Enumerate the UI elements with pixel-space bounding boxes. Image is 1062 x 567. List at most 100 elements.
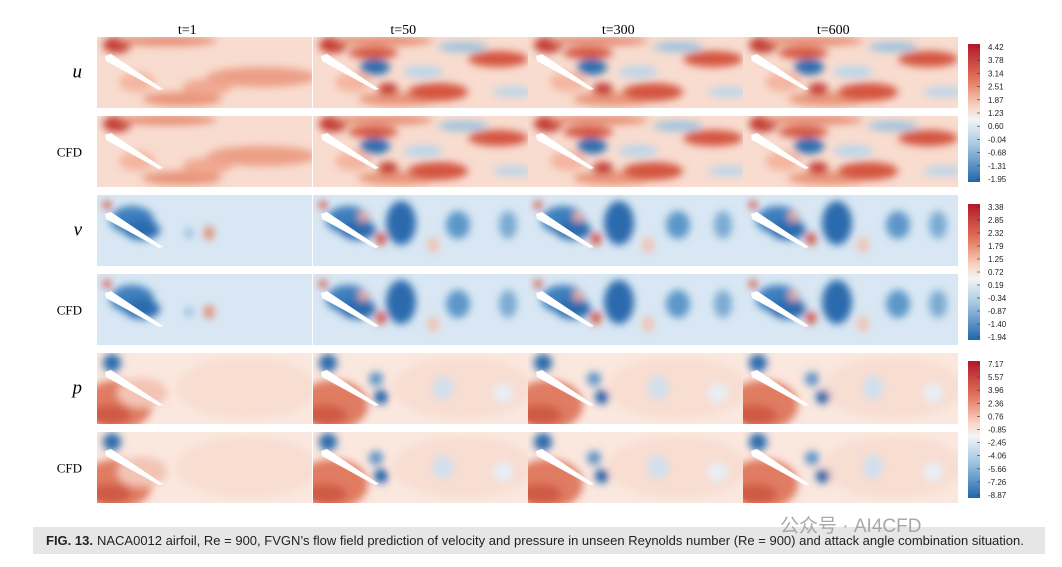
contour-blob (319, 201, 327, 209)
colorbar-tick-label: 0.60 (988, 122, 1004, 131)
contour-blob (749, 280, 757, 288)
contour-blob (708, 166, 743, 176)
contour-blob (923, 166, 958, 176)
contour-blob (403, 66, 443, 78)
contour-blob (378, 162, 398, 174)
colorbar-tick-label: 2.32 (988, 229, 1004, 238)
contour-blob (573, 212, 583, 222)
contour-blob (97, 405, 131, 424)
contour-blob (591, 233, 601, 245)
contour-blobs (749, 37, 958, 106)
contour-blob (124, 299, 160, 319)
flow-field-panel (97, 37, 312, 108)
contour-blob (749, 201, 757, 209)
contour-blob (393, 437, 528, 497)
colorbar-tick-label: -0.87 (988, 307, 1007, 316)
flow-field-panel (313, 432, 528, 503)
contour-blob (823, 358, 958, 418)
airfoil (105, 291, 163, 327)
contour-blob (765, 151, 801, 171)
contour-blob (591, 312, 601, 324)
contour-blob (185, 228, 193, 238)
airfoil (321, 133, 379, 169)
flow-field-panel (528, 116, 743, 187)
colorbar-tick-label: 3.38 (988, 203, 1004, 212)
contour-blob (555, 299, 591, 319)
contour-blob (433, 376, 453, 400)
contour-blob (595, 390, 609, 404)
contour-blob (868, 42, 918, 52)
contour-blob (749, 433, 767, 451)
contour-blob (534, 354, 552, 372)
contour-blob (177, 358, 312, 418)
airfoil (105, 449, 163, 485)
contour-blob (103, 201, 111, 209)
contour-blob (929, 211, 947, 239)
contour-blob (593, 83, 613, 95)
contour-blob (97, 484, 131, 503)
row-label: p (71, 378, 83, 399)
contour-blob (857, 237, 869, 253)
contour-blob (822, 280, 852, 324)
contour-blob (408, 162, 468, 180)
flow-field-panel (743, 274, 958, 345)
contour-blob (204, 226, 214, 240)
contour-blob (805, 451, 819, 465)
column-label: t=300 (602, 23, 635, 38)
colorbar-tick-label: 4.42 (988, 43, 1004, 52)
colorbar (968, 44, 980, 182)
contour-blob (929, 290, 947, 318)
contour-blob (408, 83, 468, 101)
contour-blob (808, 162, 828, 174)
contour-blob (587, 372, 601, 386)
flow-field-panel (313, 116, 528, 187)
contour-blob (446, 211, 470, 239)
airfoil (536, 54, 594, 90)
row-label: CFD (57, 303, 82, 318)
row-label: CFD (57, 461, 82, 476)
contour-blobs (319, 201, 517, 253)
contour-blob (923, 383, 943, 403)
contour-blobs (319, 280, 517, 332)
flow-field-panel (743, 432, 958, 503)
contour-blob (534, 201, 542, 209)
contour-blob (340, 220, 376, 240)
colorbar-tick-label: 7.17 (988, 360, 1004, 369)
colorbar-tick-label: -5.66 (988, 465, 1007, 474)
colorbar-tick-label: 0.76 (988, 412, 1004, 421)
contour-blob (319, 280, 327, 288)
contour-blob (534, 433, 552, 451)
contour-blob (653, 42, 703, 52)
contour-blob (446, 290, 470, 318)
flow-field-panel (313, 353, 528, 424)
contour-blob (124, 220, 160, 240)
contour-blob (708, 87, 743, 97)
contour-blob (778, 126, 828, 138)
colorbar-tick-label: -1.40 (988, 320, 1007, 329)
contour-blob (642, 316, 654, 332)
contour-blob (886, 211, 910, 239)
colorbar-tick-label: 0.19 (988, 281, 1004, 290)
contour-blob (623, 83, 683, 101)
contour-blob (333, 37, 433, 46)
contour-blob (604, 201, 634, 245)
flow-field-panel (97, 432, 312, 503)
contour-blob (743, 405, 777, 424)
contour-blob (708, 383, 728, 403)
colorbar-tick-label: 1.23 (988, 109, 1004, 118)
contour-blob (493, 166, 528, 176)
contour-blob (805, 372, 819, 386)
contour-blob (550, 151, 586, 171)
contour-blob (313, 484, 347, 503)
contour-blob (788, 212, 798, 222)
contour-blob (103, 433, 121, 451)
caption-box (33, 527, 1045, 554)
airfoil (751, 291, 809, 327)
contour-blob (923, 462, 943, 482)
contour-blob (608, 358, 743, 418)
contour-blob (868, 121, 918, 131)
airfoil (536, 133, 594, 169)
contour-blob (593, 162, 613, 174)
contour-blob (763, 37, 863, 46)
contour-blob (816, 469, 830, 483)
